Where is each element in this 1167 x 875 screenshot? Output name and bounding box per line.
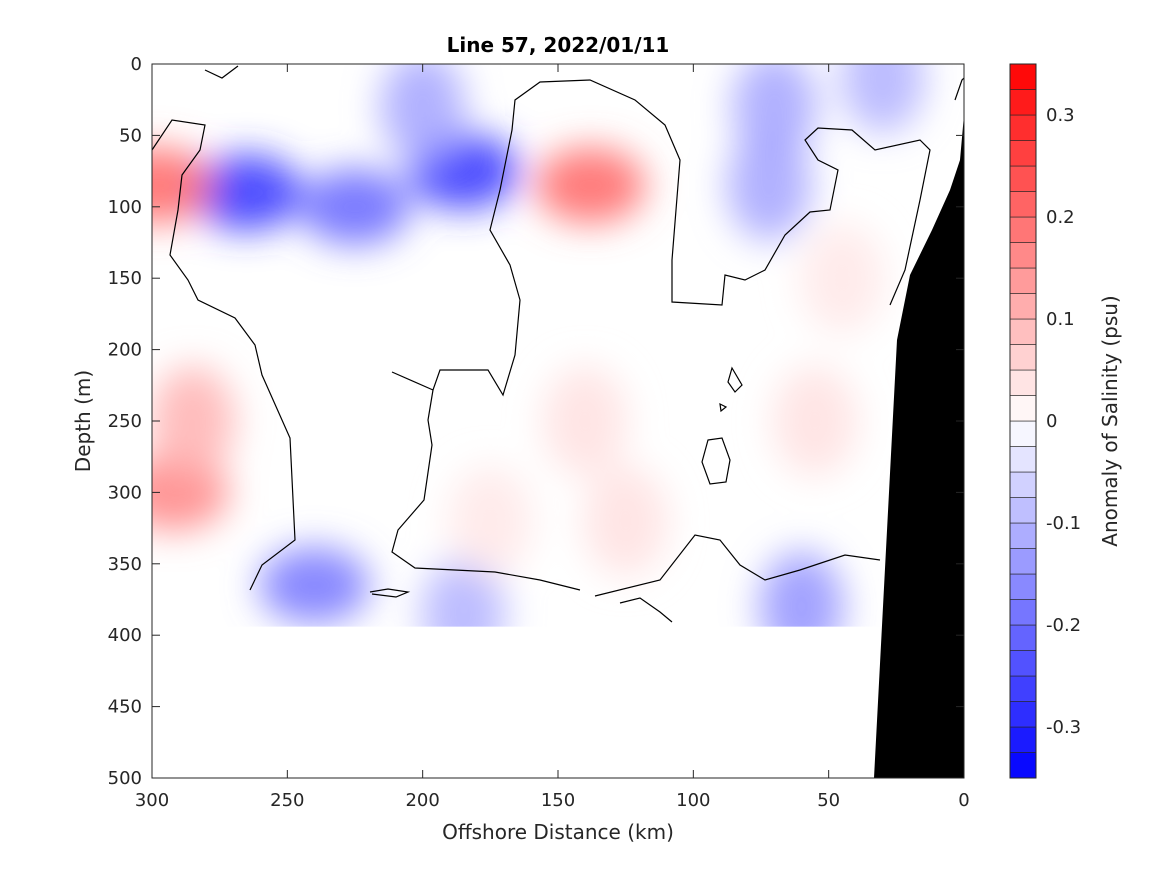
x-tick-label: 300 [135,790,169,811]
colorbar-swatch [1009,573,1037,600]
y-tick-label: 300 [108,482,142,503]
colorbar-swatch [1009,420,1037,447]
negative-anomaly [380,64,465,162]
colorbar: 0.3 0.2 0.1 0 -0.1 -0.2 -0.3 [1009,63,1081,779]
y-tick-label: 500 [108,768,142,789]
positive-anomaly [535,147,646,224]
negative-anomaly [259,547,370,624]
colorbar-tick-label: 0 [1046,411,1057,432]
colorbar-swatch [1009,726,1037,753]
x-tick-label: 50 [817,790,840,811]
positive-anomaly [543,366,628,476]
zero-contour-line [701,437,731,485]
positive-anomaly [152,454,229,531]
anomaly-field [152,64,964,778]
positive-anomaly [152,147,213,224]
colorbar-swatch [1009,471,1037,498]
negative-anomaly [191,154,302,231]
colorbar-swatch [1009,318,1037,345]
zero-contour-line [152,119,296,591]
zero-contour-line [594,534,881,597]
zero-contour-line [204,65,239,79]
zero-contour-line [369,588,411,598]
y-tick-label: 350 [108,554,142,575]
colorbar-frame [1009,63,1037,779]
colorbar-swatch [1009,369,1037,396]
colorbar-tick-label: -0.3 [1046,717,1081,738]
colorbar-swatch [1009,140,1037,167]
y-tick-label: 0 [131,54,142,75]
colorbar-swatch [1009,89,1037,116]
positive-anomaly [773,366,858,476]
colorbar-tick-label: 0.1 [1046,309,1075,330]
colorbar-swatch [1009,114,1037,141]
y-tick-label: 450 [108,697,142,718]
y-axis-label: Depth (m) [71,370,95,472]
y-axis: 0 50 100 150 200 250 300 350 400 450 500 [108,54,964,789]
colorbar-swatch [1009,63,1037,90]
zero-contour-line [619,597,673,623]
colorbar-tick-label: 0.2 [1046,207,1075,228]
zero-contour-line [391,389,581,591]
y-tick-label: 150 [108,268,142,289]
no-data-region [152,626,964,778]
x-tick-label: 150 [541,790,575,811]
colorbar-tick-label: -0.2 [1046,615,1081,636]
colorbar-swatch [1009,675,1037,702]
colorbar-swatch [1009,344,1037,371]
colorbar-swatch [1009,752,1037,779]
colorbar-swatch [1009,267,1037,294]
colorbar-swatch [1009,446,1037,473]
zero-contour-line [954,77,964,101]
positive-anomaly [448,465,533,576]
zero-contour-line [391,79,931,397]
colorbar-swatch [1009,548,1037,575]
colorbar-swatch [1009,624,1037,651]
colorbar-swatch [1009,216,1037,243]
colorbar-swatch [1009,242,1037,269]
negative-anomaly [300,168,410,245]
x-axis-label: Offshore Distance (km) [442,820,674,844]
colorbar-swatch [1009,522,1037,549]
colorbar-swatch [1009,191,1037,218]
negative-anomaly [840,64,925,134]
chart-title: Line 57, 2022/01/11 [447,33,670,57]
y-tick-label: 100 [108,197,142,218]
colorbar-swatch [1009,701,1037,728]
x-tick-label: 250 [270,790,304,811]
colorbar-tick-label: -0.1 [1046,513,1081,534]
positive-anomaly [152,366,235,476]
land-mask [874,115,964,778]
colorbar-swatch [1009,293,1037,320]
colorbar-swatch [1009,599,1037,626]
x-tick-label: 200 [405,790,439,811]
negative-anomaly [727,130,812,241]
colorbar-swatch [1009,165,1037,192]
x-tick-label: 0 [958,790,969,811]
y-tick-label: 50 [119,125,142,146]
zero-contour [152,65,964,623]
colorbar-swatch [1009,497,1037,524]
y-tick-label: 400 [108,625,142,646]
colorbar-label: Anomaly of Salinity (psu) [1098,295,1122,546]
positive-anomaly [583,465,668,576]
x-axis: 300 250 200 150 100 50 0 [135,64,970,811]
colorbar-tick-label: 0.3 [1046,105,1075,126]
y-tick-label: 250 [108,411,142,432]
plot-area [151,63,965,779]
colorbar-swatch [1009,395,1037,422]
y-tick-label: 200 [108,340,142,361]
positive-anomaly [800,223,885,334]
x-tick-label: 100 [676,790,710,811]
colorbar-swatch [1009,650,1037,677]
zero-contour-line [719,402,728,413]
zero-contour-line [727,366,743,393]
